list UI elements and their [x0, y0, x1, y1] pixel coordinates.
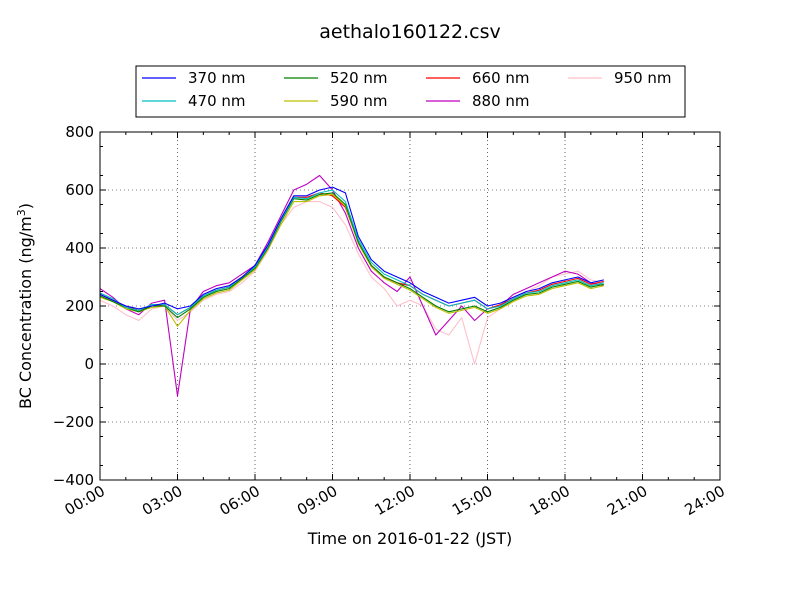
y-tick-label: 0	[84, 355, 94, 373]
legend-label: 880 nm	[472, 92, 530, 110]
x-tick-label: 15:00	[449, 482, 495, 519]
y-tick-label: 600	[65, 181, 94, 199]
y-axis-label-superscript: 3	[15, 209, 28, 216]
x-tick-label: 06:00	[217, 482, 263, 519]
x-tick-label: 18:00	[527, 482, 573, 519]
legend-label: 520 nm	[330, 69, 388, 87]
legend-label: 660 nm	[472, 69, 530, 87]
series-lines	[99, 174, 604, 397]
y-axis-label-main: BC Concentration (ng/m	[16, 216, 35, 409]
series-line-520-nm	[99, 192, 604, 319]
legend-label: 950 nm	[614, 69, 672, 87]
x-tick-label: 09:00	[294, 482, 340, 519]
legend-label: 470 nm	[188, 92, 246, 110]
y-axis-label: BC Concentration (ng/m3)	[15, 203, 35, 409]
y-tick-label: 800	[65, 123, 94, 141]
legend-label: 370 nm	[188, 69, 246, 87]
legend-label: 590 nm	[330, 92, 388, 110]
grid	[100, 132, 720, 480]
y-tick-label: 200	[65, 297, 94, 315]
series-line-370-nm	[99, 186, 604, 310]
x-tick-label: 21:00	[604, 482, 650, 519]
y-tick-labels: 800 600 400 200 0 −200 −400	[53, 123, 94, 489]
x-tick-label: 24:00	[682, 482, 728, 519]
series-line-660-nm	[99, 192, 604, 316]
chart-title: aethalo160122.csv	[319, 21, 501, 43]
x-tick-labels: 00:00 03:00 06:00 09:00 12:00 15:00 18:00 21:00…	[62, 482, 728, 519]
tick-marks	[99, 131, 721, 481]
y-axis-label-close: )	[16, 203, 35, 209]
y-tick-label: −200	[53, 413, 94, 431]
x-axis-label: Time on 2016-01-22 (JST)	[307, 529, 512, 548]
y-tick-label: 400	[65, 239, 94, 257]
x-tick-label: 12:00	[372, 482, 418, 519]
x-tick-label: 03:00	[139, 482, 185, 519]
y-tick-label: −400	[53, 471, 94, 489]
legend: 370 nm 470 nm 520 nm 590 nm 660 nm 880 nm 950 …	[135, 65, 686, 118]
series-line-470-nm	[99, 189, 604, 316]
legend-box	[135, 65, 686, 118]
series-line-880-nm	[99, 174, 604, 397]
